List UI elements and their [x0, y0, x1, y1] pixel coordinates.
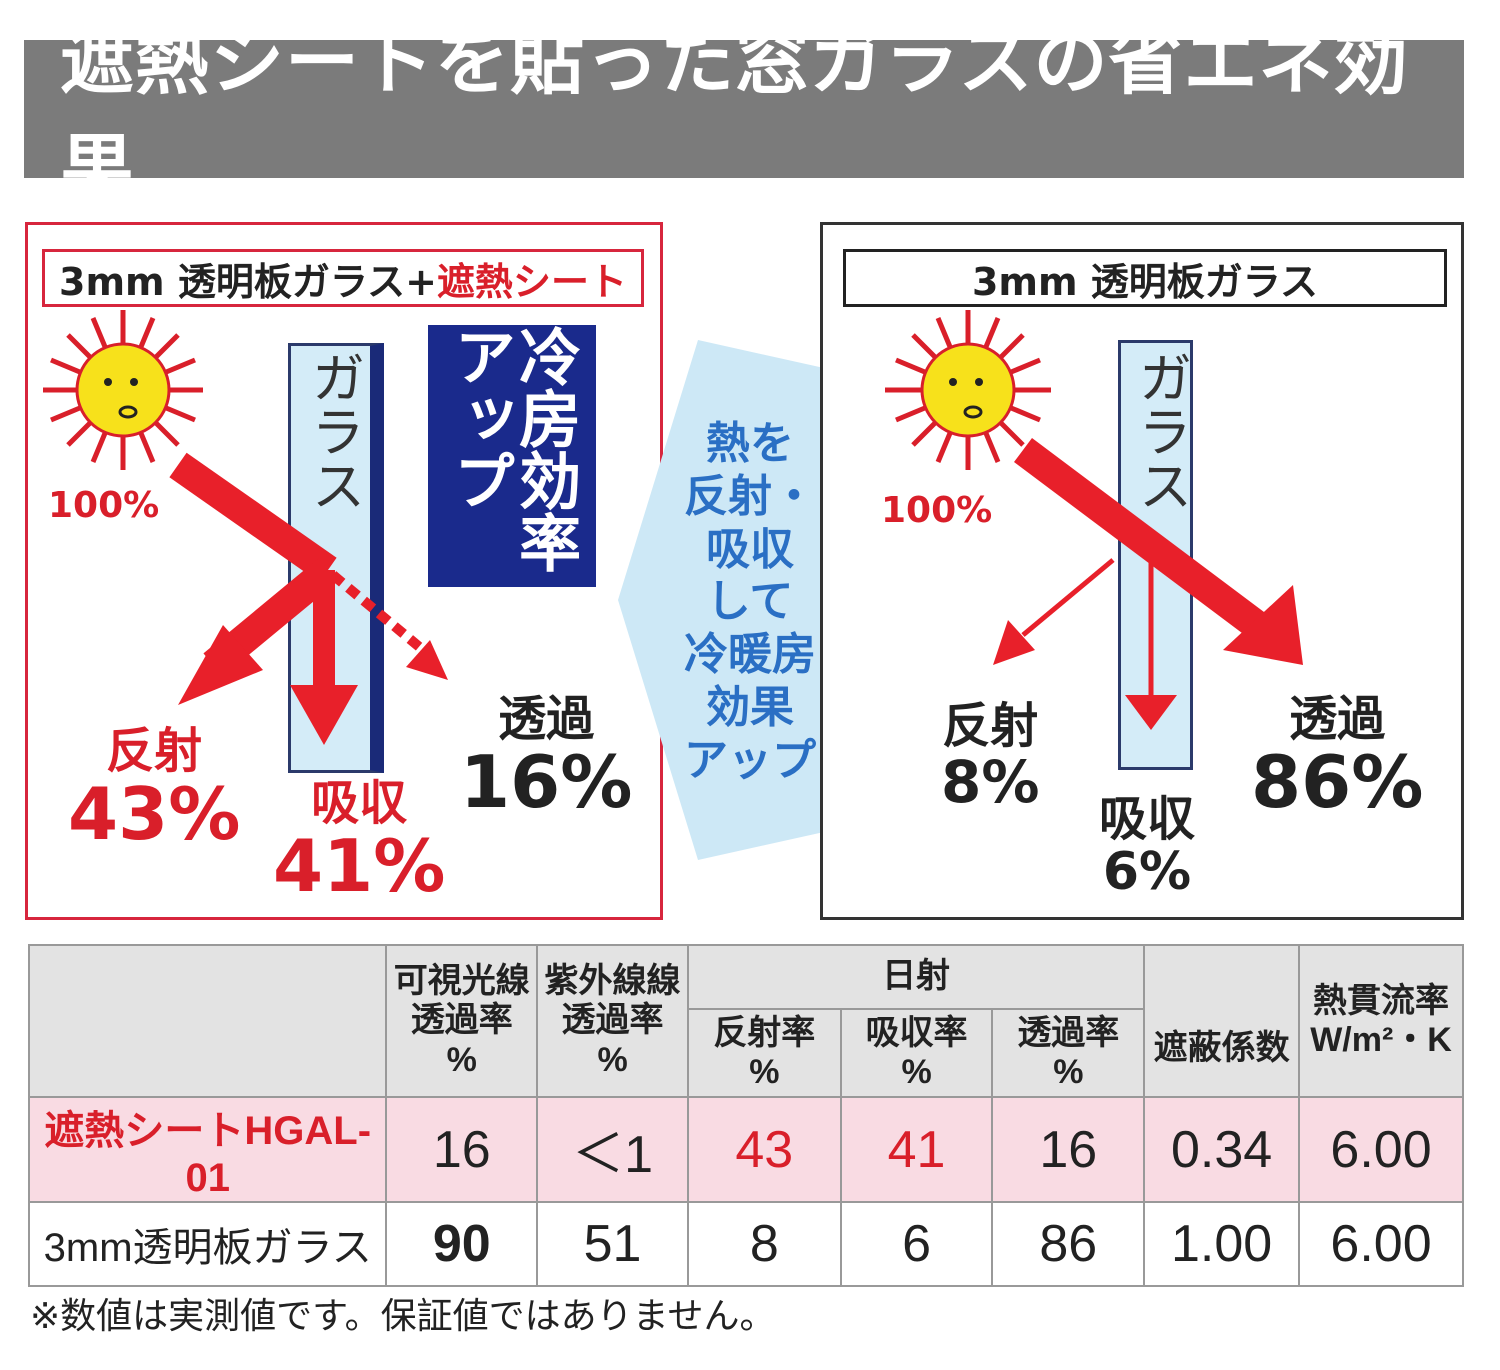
glass-label: ガラス — [302, 350, 365, 512]
reflect-label: 反射 — [942, 698, 1039, 754]
reflect-label: 反射 — [106, 723, 203, 779]
header-line: 透過率 — [1017, 1013, 1120, 1052]
center-line: アップ — [684, 734, 816, 786]
reflect-percent: 8% — [941, 747, 1040, 816]
sun-icon — [885, 310, 1051, 470]
header-line: % — [901, 1053, 932, 1091]
reflect-result: 反射 8% — [941, 700, 1039, 811]
header-solar: 日射 — [686, 944, 1146, 1010]
cell-heat: 6.00 — [1298, 1201, 1464, 1287]
cell-visible: 90 — [385, 1201, 539, 1287]
cell-reflect: 43 — [686, 1096, 842, 1203]
header-line: 熱貫流率 — [1313, 981, 1450, 1020]
cell-heat: 6.00 — [1298, 1096, 1464, 1203]
header-line: 紫外線線 — [544, 962, 681, 1001]
transmit-result: 透過 86% — [1251, 693, 1423, 818]
absorb-arrowhead — [1125, 695, 1177, 730]
transmit-arrowhead — [406, 640, 448, 680]
reflect-percent: 43% — [68, 771, 241, 856]
footnote: ※数値は実測値です。保証値ではありません。 — [30, 1296, 776, 1337]
right-arrows — [885, 310, 1303, 730]
label-sheet: 遮熱シート — [436, 259, 627, 304]
cell-visible: 16 — [385, 1096, 539, 1203]
transmit-label: 透過 — [1289, 691, 1386, 747]
label-plain: 3mm 透明板ガラス+ — [59, 259, 437, 304]
header-blank — [27, 944, 388, 1098]
product-name: 3mm透明板ガラス — [27, 1201, 388, 1287]
reflect-arrowhead — [178, 625, 263, 705]
absorb-arrowhead — [290, 685, 358, 745]
center-line: 反射・ — [684, 470, 816, 522]
header-line: 反射率 — [713, 1013, 816, 1052]
header-line: 可視光線 — [393, 962, 530, 1001]
center-line: 効果 — [706, 681, 794, 733]
comparison-arrow — [618, 340, 833, 860]
header-visible: 可視光線 透過率 % — [385, 944, 539, 1098]
incoming-ray — [1014, 438, 1272, 642]
center-line: 熱を — [706, 418, 794, 469]
transmit-label: 透過 — [498, 691, 595, 747]
header-line: % — [1053, 1053, 1084, 1091]
glass-label: ガラス — [1129, 350, 1192, 512]
cell-transmit: 86 — [991, 1201, 1146, 1287]
product-name: 遮熱シートHGAL-01 — [27, 1096, 388, 1203]
header-absorb: 吸収率 % — [839, 1008, 994, 1098]
cell-uv: 51 — [536, 1201, 689, 1287]
center-line: 吸収 — [706, 523, 794, 575]
spec-table: 可視光線 透過率 % 紫外線線 透過率 % 日射 遮蔽係数 熱貫流率 W/m²・… — [27, 944, 1464, 1287]
header-transmit: 透過率 % — [991, 1008, 1146, 1098]
header-line: W/m²・K — [1310, 1021, 1452, 1059]
header-line: 透過率 — [410, 1001, 513, 1040]
header-line: % — [446, 1040, 477, 1079]
transmit-result: 透過 16% — [460, 693, 632, 818]
center-line: 冷暖房 — [684, 629, 816, 681]
reflect-ray — [1021, 558, 1115, 637]
absorb-label: 吸収 — [311, 775, 408, 831]
transmit-percent: 16% — [460, 739, 633, 824]
reflect-result: 反射 43% — [68, 725, 240, 850]
table-row: 3mm透明板ガラス 90 51 8 6 86 1.00 6.00 — [27, 1201, 1464, 1287]
cell-transmit: 16 — [991, 1096, 1146, 1203]
header-uv: 紫外線線 透過率 % — [536, 944, 689, 1098]
cooling-efficiency-badge: 冷房効率アップ — [428, 325, 596, 587]
cell-absorb: 41 — [839, 1096, 994, 1203]
plain-glass-panel: 3mm 透明板ガラス ガラス 100% 反射 8% — [820, 222, 1464, 920]
absorb-percent: 41% — [273, 823, 446, 908]
coated-glass-label: 3mm 透明板ガラス+ 遮熱シート — [42, 249, 644, 307]
reflect-arrowhead — [993, 620, 1035, 665]
plain-glass-label: 3mm 透明板ガラス — [843, 249, 1447, 307]
cell-absorb: 6 — [839, 1201, 994, 1287]
cell-shading: 0.34 — [1143, 1096, 1301, 1203]
cell-uv: ＜1 — [536, 1096, 689, 1203]
sun-icon — [43, 310, 203, 470]
page-title: 遮熱シートを貼った窓ガラスの省エネ効果 — [24, 19, 1464, 212]
incoming-ray — [169, 452, 337, 583]
transmit-percent: 86% — [1251, 739, 1424, 824]
header-line: % — [597, 1040, 628, 1079]
header-shading: 遮蔽係数 — [1143, 944, 1301, 1098]
absorb-result: 吸収 6% — [1099, 793, 1195, 898]
center-line: して — [706, 576, 794, 628]
absorb-percent: 6% — [1102, 841, 1192, 902]
table-row: 遮熱シートHGAL-01 16 ＜1 43 41 16 0.34 6.00 — [27, 1096, 1464, 1203]
sun-percent: 100% — [48, 485, 160, 526]
header-line: 透過率 — [561, 1001, 664, 1040]
header-reflect: 反射率 % — [686, 1008, 842, 1098]
transmit-arrowhead — [1223, 585, 1303, 665]
cell-reflect: 8 — [686, 1201, 842, 1287]
header-line: 吸収率 — [865, 1013, 968, 1052]
coated-glass-panel: 3mm 透明板ガラス+ 遮熱シート ガラス 冷房効率アップ — [25, 222, 663, 920]
center-message: 熱を 反射・ 吸収 して 冷暖房 効果 アップ — [675, 418, 825, 788]
sun-percent: 100% — [881, 490, 993, 531]
absorb-result: 吸収 41% — [273, 777, 445, 902]
header-line: % — [749, 1053, 780, 1091]
table-header-row: 可視光線 透過率 % 紫外線線 透過率 % 日射 遮蔽係数 熱貫流率 W/m²・… — [27, 944, 1464, 1098]
header-heat: 熱貫流率 W/m²・K — [1298, 944, 1464, 1098]
cell-shading: 1.00 — [1143, 1201, 1301, 1287]
left-arrows — [43, 310, 448, 745]
absorb-label: 吸収 — [1099, 791, 1196, 847]
transmit-ray — [329, 571, 427, 654]
